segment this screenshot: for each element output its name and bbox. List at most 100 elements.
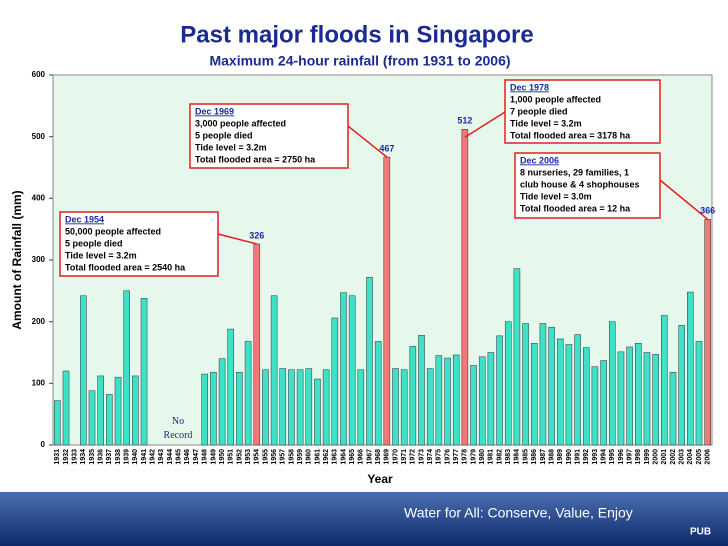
value-label: 366: [700, 206, 715, 216]
y-tick-label: 400: [32, 193, 46, 202]
annotation-text: Tide level = 3.2m: [195, 142, 267, 152]
bar: [608, 321, 616, 446]
x-tick-label: 1962: [323, 449, 330, 465]
bar: [210, 371, 217, 446]
annotation-text: 5 people died: [195, 130, 253, 140]
footer-logo: PUB: [690, 527, 711, 538]
bar: [253, 243, 261, 446]
bar: [140, 297, 148, 446]
x-tick-label: 2001: [661, 449, 668, 465]
bar: [374, 341, 382, 446]
bar: [626, 346, 633, 446]
x-tick-label: 2004: [687, 449, 694, 465]
x-tick-label: 1939: [124, 449, 131, 465]
bar: [366, 277, 373, 446]
bar: [487, 352, 495, 446]
x-tick-label: 1989: [557, 449, 564, 465]
x-tick-label: 1960: [306, 449, 313, 465]
bar: [539, 323, 547, 446]
bar: [496, 335, 503, 446]
x-tick-label: 1933: [72, 449, 79, 465]
bar: [426, 368, 434, 446]
x-tick-label: 1987: [540, 449, 547, 465]
footer-band: [0, 492, 728, 546]
annotation-text: Total flooded area = 3178 ha: [510, 130, 631, 140]
bar: [478, 356, 486, 446]
bar: [270, 295, 278, 446]
y-tick-label: 600: [32, 70, 46, 79]
x-tick-label: 1949: [210, 449, 217, 465]
bar: [643, 352, 651, 446]
bar: [201, 373, 209, 446]
x-tick-label: 1975: [436, 449, 443, 465]
bar: [635, 343, 642, 446]
bar: [400, 369, 408, 446]
x-tick-label: 1981: [488, 449, 495, 465]
x-tick-label: 1970: [392, 449, 399, 465]
x-tick-label: 1953: [245, 449, 252, 465]
bar: [513, 268, 521, 446]
x-tick-label: 1964: [340, 449, 347, 465]
bar: [97, 375, 104, 446]
annotation-text: Tide level = 3.2m: [65, 250, 137, 260]
bar: [114, 376, 122, 446]
x-tick-label: 2005: [696, 449, 703, 465]
x-tick-label: 1980: [479, 449, 486, 465]
x-tick-label: 1983: [505, 449, 512, 465]
bar: [54, 400, 61, 446]
annotation-text: 50,000 people affected: [65, 226, 161, 236]
no-record-label: No Record: [164, 416, 193, 441]
x-tick-label: 1968: [375, 449, 382, 465]
x-tick-label: 1958: [288, 449, 295, 465]
bar: [678, 325, 685, 446]
bar: [348, 295, 356, 446]
x-tick-label: 1976: [444, 449, 451, 465]
x-tick-label: 1937: [106, 449, 113, 465]
bar: [392, 368, 399, 446]
bar: [522, 323, 529, 446]
x-tick-label: 1971: [401, 449, 408, 465]
annotation-text: 7 people died: [510, 106, 568, 116]
bar: [262, 369, 269, 446]
x-tick-label: 1947: [193, 449, 200, 465]
x-tick-label: 1945: [176, 449, 183, 465]
annotation-box: [504, 79, 661, 144]
x-tick-label: 1938: [115, 449, 122, 465]
x-tick-label: 1963: [332, 449, 339, 465]
chart-subtitle: Maximum 24-hour rainfall (from 1931 to 2…: [209, 53, 510, 69]
bar: [695, 341, 703, 446]
bar: [661, 315, 668, 446]
annotation-heading: Dec 2006: [520, 155, 559, 165]
x-tick-label: 1967: [366, 449, 373, 465]
bar: [331, 317, 339, 446]
bar: [687, 291, 694, 446]
bar: [470, 365, 477, 446]
x-tick-label: 1943: [158, 449, 165, 465]
bar: [600, 360, 607, 446]
bar: [123, 290, 130, 446]
bar: [444, 357, 451, 446]
x-tick-label: 1973: [418, 449, 425, 465]
x-tick-label: 1990: [566, 449, 573, 465]
bar: [357, 369, 365, 446]
x-tick-label: 1940: [132, 449, 139, 465]
bar: [452, 354, 460, 446]
bar: [435, 355, 443, 446]
annotation-text: Total flooded area = 2750 ha: [195, 154, 316, 164]
bar: [418, 334, 425, 446]
x-tick-label: 1985: [522, 449, 529, 465]
value-label: 512: [457, 116, 472, 126]
x-tick-label: 2000: [652, 449, 659, 465]
x-tick-label: 1996: [618, 449, 625, 465]
x-tick-label: 1993: [592, 449, 599, 465]
annotation-heading: Dec 1954: [65, 214, 104, 224]
bar: [236, 371, 243, 446]
annotation-text: Tide level = 3.0m: [520, 191, 592, 201]
footer-slogan: Water for All: Conserve, Value, Enjoy: [404, 505, 633, 521]
x-tick-label: 1950: [219, 449, 226, 465]
bar: [548, 326, 555, 446]
bar: [218, 358, 226, 446]
x-tick-label: 1998: [635, 449, 642, 465]
y-tick-label: 200: [32, 317, 46, 326]
